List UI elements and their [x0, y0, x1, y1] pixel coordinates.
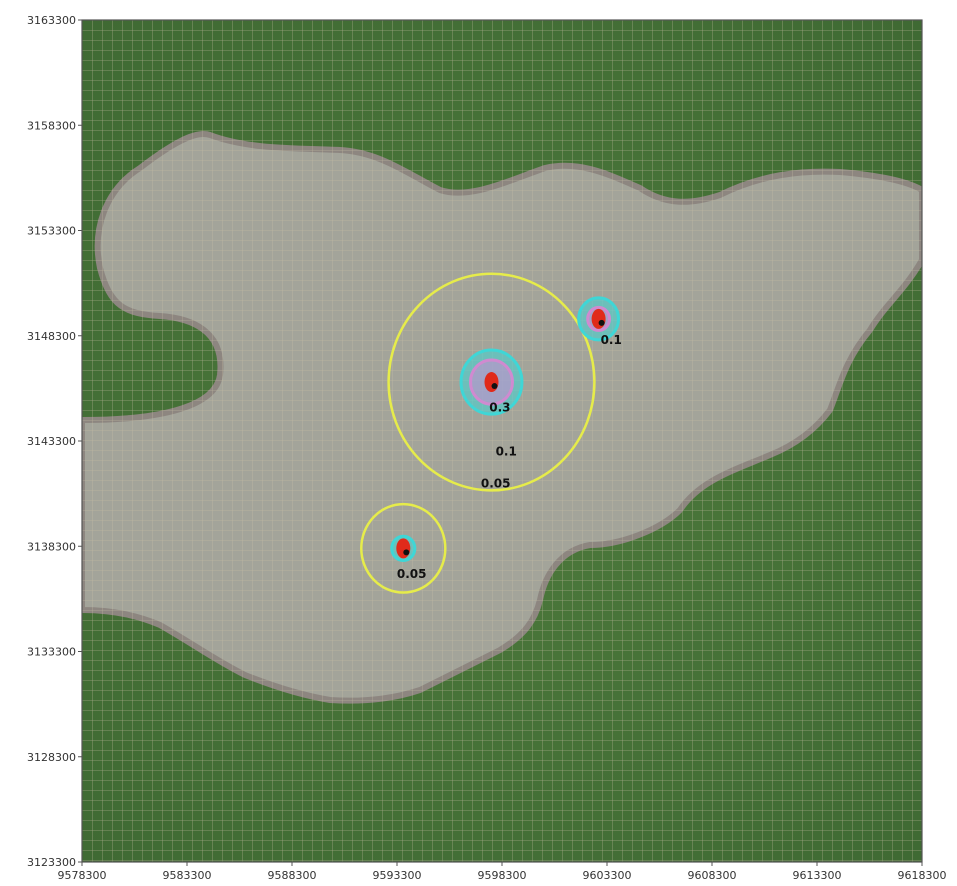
plot-area: 0.3 0.1 0.05 0.1 0.05	[82, 20, 922, 862]
y-tick-label: 3163300	[27, 14, 76, 27]
source-point	[598, 319, 605, 326]
model-grid	[82, 20, 922, 862]
source-core	[396, 538, 411, 559]
x-tick-label: 9588300	[268, 869, 317, 882]
contour-label: 0.1	[496, 445, 517, 459]
source-core	[484, 372, 499, 393]
x-tick-label: 9593300	[373, 869, 422, 882]
concentration-contours: 0.3 0.1 0.05 0.1 0.05	[360, 272, 622, 594]
contour-label: 0.05	[397, 567, 427, 581]
contour-label: 0.1	[601, 333, 622, 347]
contour-label: 0.05	[481, 476, 511, 490]
contour-0.05	[360, 502, 447, 594]
y-tick-label: 3153300	[27, 225, 76, 238]
contour-0.05	[387, 272, 596, 492]
x-tick-label: 9613300	[793, 869, 842, 882]
x-tick-label: 9618300	[898, 869, 947, 882]
y-tick-label: 3138300	[27, 540, 76, 553]
x-axis: 9578300 9583300 9588300 9593300 9598300 96033…	[58, 862, 947, 882]
y-tick-label: 3158300	[27, 119, 76, 132]
source-core	[591, 308, 606, 329]
x-tick-label: 9598300	[478, 869, 527, 882]
y-tick-label: 3143300	[27, 435, 76, 448]
y-axis: 3163300 3158300 3153300 3148300 3143300 31383…	[27, 14, 82, 869]
y-tick-label: 3133300	[27, 646, 76, 659]
south-source: 0.05	[360, 502, 447, 594]
central-source: 0.3 0.1 0.05	[387, 272, 596, 492]
y-tick-label: 3128300	[27, 751, 76, 764]
east-source: 0.1	[577, 296, 622, 347]
x-tick-label: 9603300	[583, 869, 632, 882]
source-point	[491, 383, 498, 390]
y-tick-label: 3123300	[27, 856, 76, 869]
y-tick-label: 3148300	[27, 330, 76, 343]
contour-label: 0.3	[489, 401, 510, 415]
x-tick-label: 9608300	[688, 869, 737, 882]
x-tick-label: 9583300	[163, 869, 212, 882]
source-point	[403, 549, 410, 556]
x-tick-label: 9578300	[58, 869, 107, 882]
